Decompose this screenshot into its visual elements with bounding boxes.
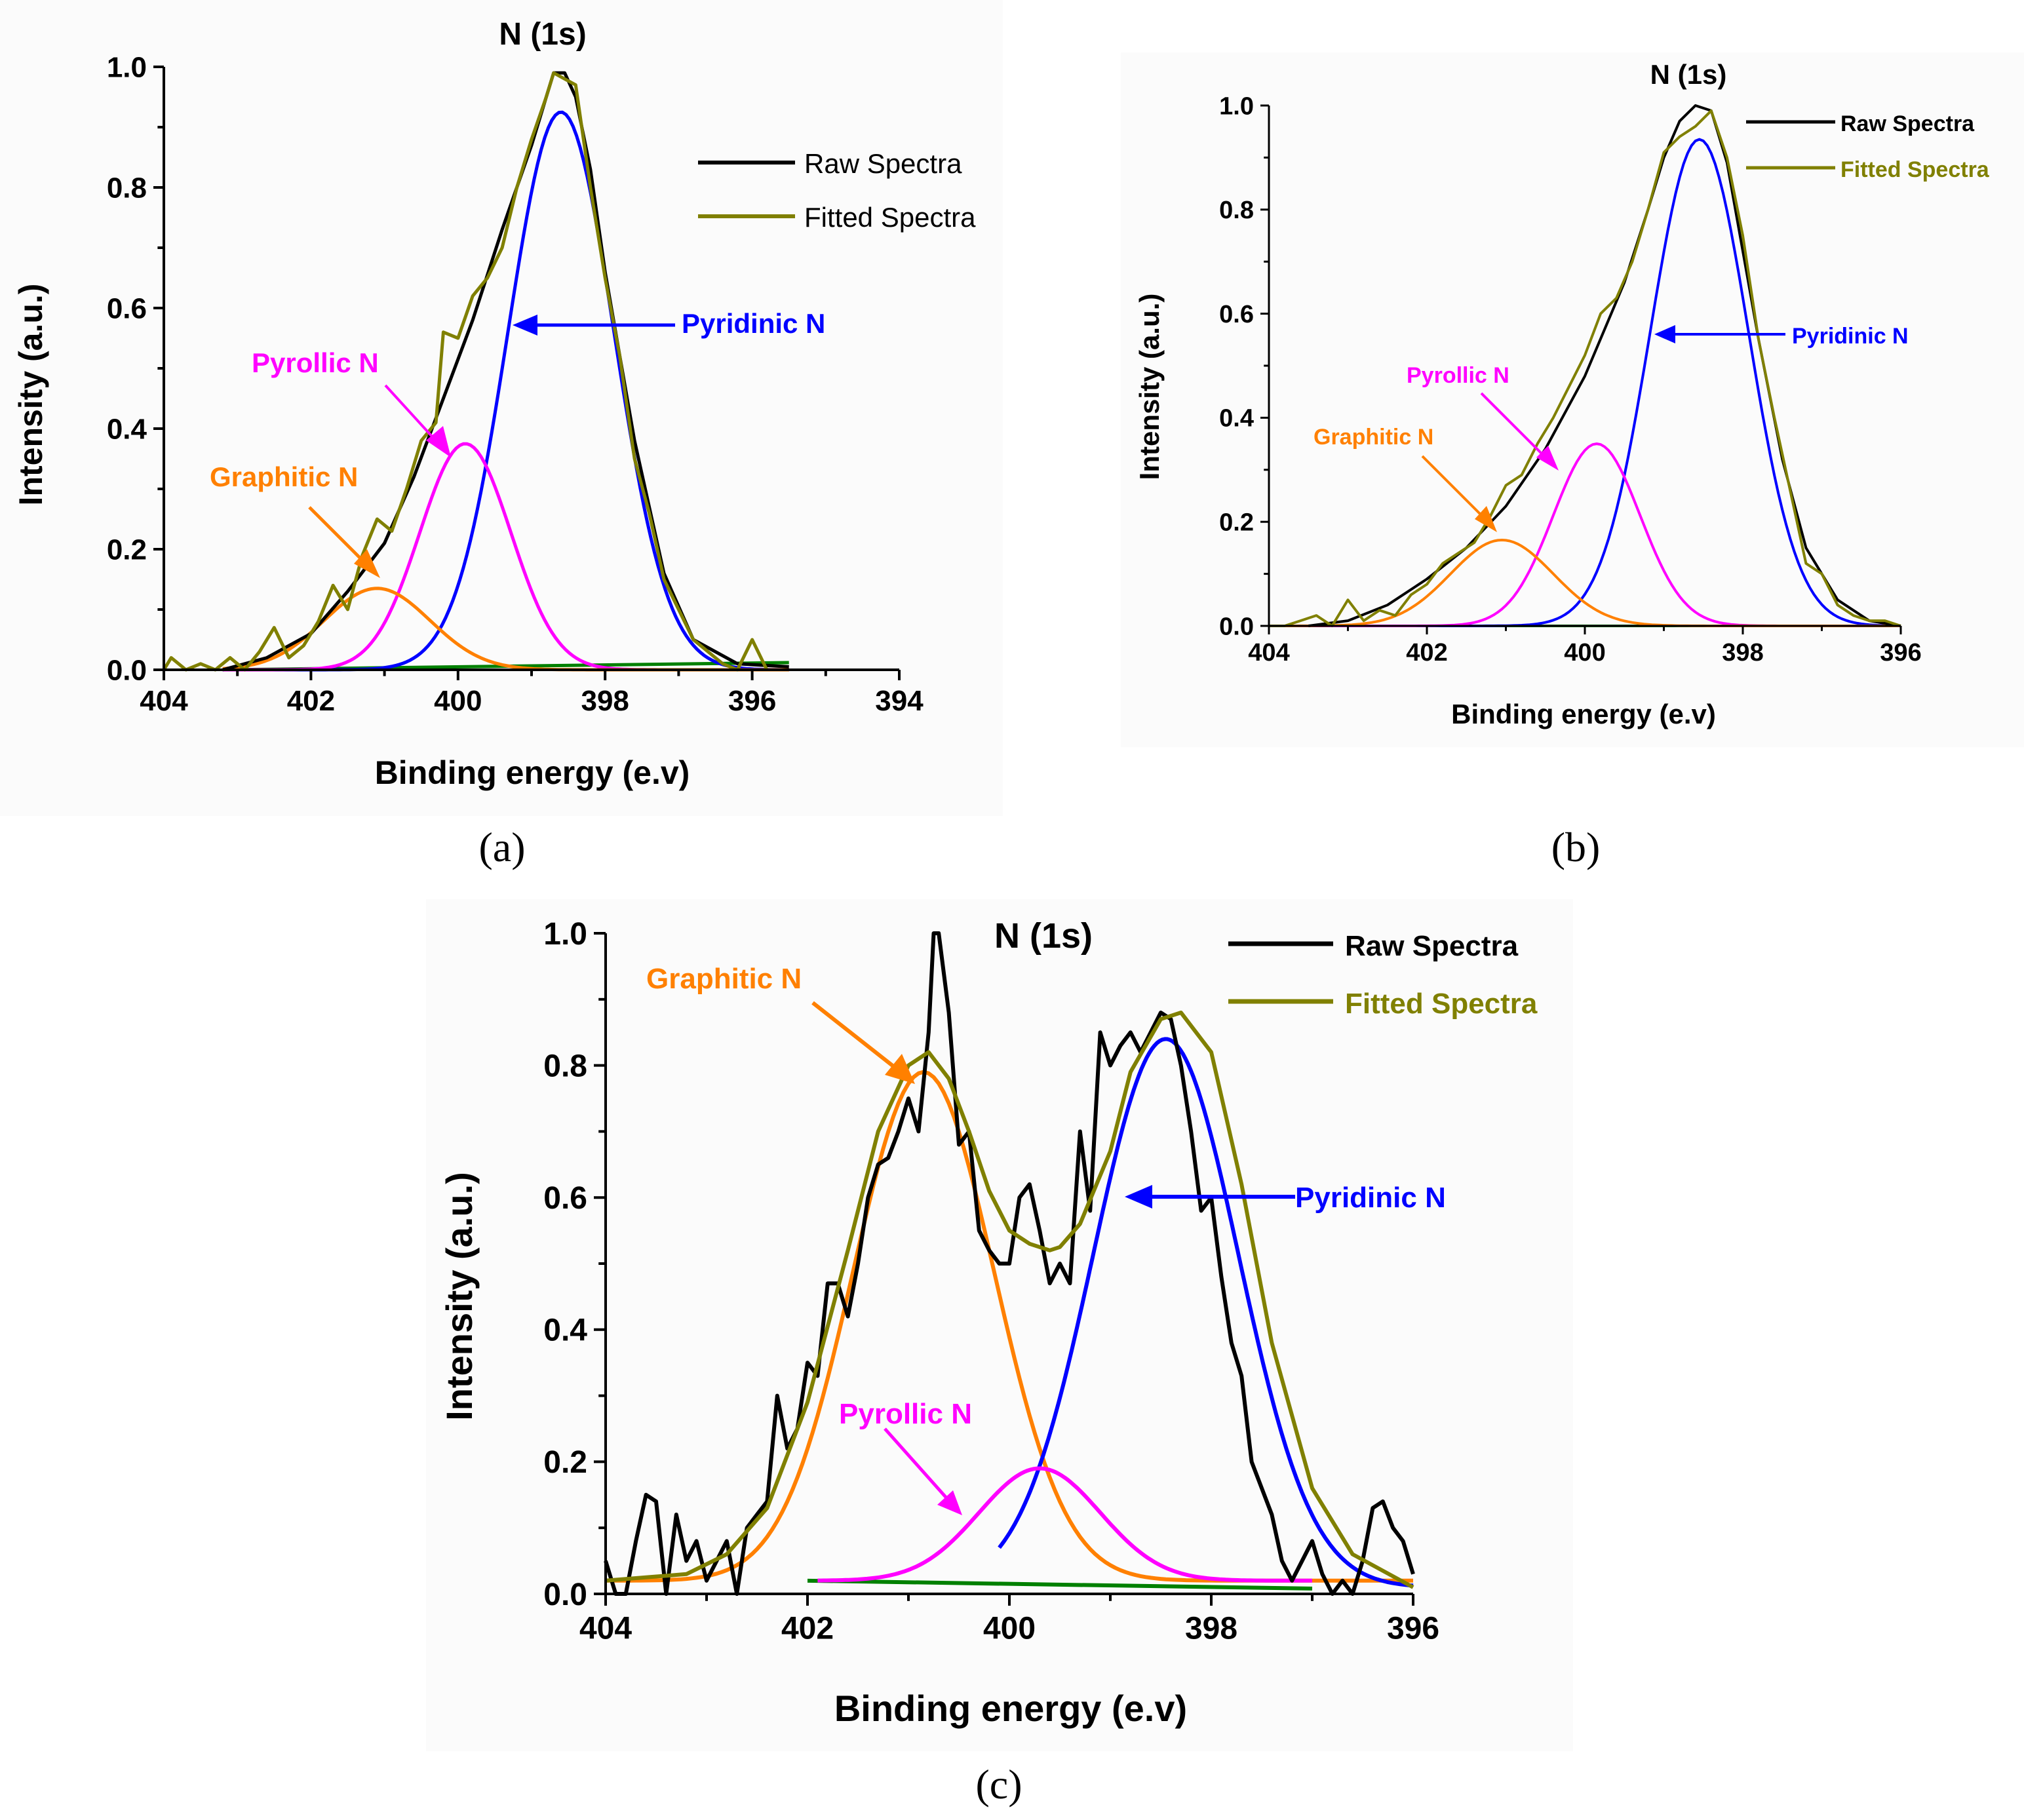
panel-a-ylabel: Intensity (a.u.) bbox=[12, 284, 49, 506]
raw-spectra-line bbox=[604, 931, 1415, 1596]
y-tick-label: 0.6 bbox=[543, 1181, 587, 1216]
pyrollic-label: Pyrollic N bbox=[1407, 363, 1509, 388]
pyridinic-n-peak bbox=[998, 1037, 1414, 1588]
y-tick-label: 0.0 bbox=[1219, 613, 1254, 640]
legend-fitted-label: Fitted Spectra bbox=[1345, 988, 1538, 1020]
x-tick-label: 400 bbox=[1564, 639, 1605, 667]
y-tick-label: 0.8 bbox=[543, 1049, 587, 1083]
panel-a-axes: 404 402 400 398 396 394 0.0 0.2 0.4 0.6 0.8 1.0 bbox=[107, 51, 924, 717]
x-tick-label: 398 bbox=[1722, 639, 1763, 667]
y-tick-label: 0.2 bbox=[543, 1445, 587, 1480]
panel-c-ylabel: Intensity (a.u.) bbox=[438, 1172, 480, 1421]
y-tick-label: 0.2 bbox=[107, 533, 147, 566]
pyrollic-arrow bbox=[384, 384, 442, 447]
caption-c: (c) bbox=[975, 1761, 1022, 1808]
panel-c-title: N (1s) bbox=[994, 916, 1093, 956]
pyridinic-arrowhead bbox=[1125, 1185, 1152, 1209]
caption-a: (a) bbox=[478, 824, 525, 870]
panel-b-annotations: Pyridinic N Pyrollic N Graphitic N bbox=[1314, 324, 1909, 532]
y-tick-label: 0.0 bbox=[107, 654, 147, 686]
pyrollic-arrow bbox=[884, 1427, 950, 1502]
y-tick-label: 0.4 bbox=[1219, 405, 1254, 433]
x-tick-label: 400 bbox=[983, 1611, 1036, 1646]
fitted-spectra-line bbox=[1269, 109, 1901, 627]
panel-c-plot bbox=[604, 931, 1415, 1596]
legend-fitted-label: Fitted Spectra bbox=[1840, 157, 1990, 182]
panel-c: 404 402 400 398 396 0.0 0.2 0.4 0.6 0.8 1.0 N (1s)… bbox=[426, 899, 1573, 1751]
x-tick-label: 396 bbox=[1880, 639, 1921, 667]
y-tick-label: 1.0 bbox=[107, 51, 147, 83]
panel-c-axes: 404 402 400 398 396 0.0 0.2 0.4 0.6 0.8 1.0 bbox=[543, 917, 1439, 1646]
fitted-spectra-line bbox=[162, 71, 769, 672]
y-tick-label: 0.8 bbox=[1219, 197, 1254, 224]
x-tick-label: 402 bbox=[1406, 639, 1447, 667]
panel-a-title: N (1s) bbox=[499, 17, 586, 52]
pyrollic-label: Pyrollic N bbox=[839, 1398, 972, 1430]
graphitic-arrowhead bbox=[354, 549, 380, 578]
legend-raw-label: Raw Spectra bbox=[1840, 111, 1975, 136]
fitted-spectra-line bbox=[605, 1011, 1414, 1589]
x-tick-label: 402 bbox=[287, 685, 335, 717]
pyrollic-n-peak bbox=[817, 1466, 1312, 1583]
y-tick-label: 0.6 bbox=[1219, 301, 1254, 328]
pyridinic-label: Pyridinic N bbox=[1792, 324, 1909, 349]
graphitic-label: Graphitic N bbox=[1314, 425, 1433, 450]
panel-b: 404 402 400 398 396 0.0 0.2 0.4 0.6 0.8 1.0 N (1s)… bbox=[1121, 52, 2024, 747]
y-tick-label: 0.4 bbox=[107, 413, 147, 445]
pyrollic-label: Pyrollic N bbox=[252, 347, 379, 378]
y-tick-label: 0.2 bbox=[1219, 509, 1254, 537]
panel-a-xlabel: Binding energy (e.v) bbox=[375, 754, 690, 791]
pyrollic-arrowhead bbox=[426, 426, 451, 457]
x-tick-label: 404 bbox=[140, 685, 188, 717]
panel-b-legend: Raw Spectra Fitted Spectra bbox=[1746, 111, 1990, 182]
panel-b-ylabel: Intensity (a.u.) bbox=[1134, 294, 1165, 480]
panel-a-legend: Raw Spectra Fitted Spectra bbox=[698, 148, 976, 233]
graphitic-arrowhead bbox=[1475, 506, 1497, 532]
y-tick-label: 1.0 bbox=[1219, 92, 1254, 120]
panel-c-background bbox=[426, 899, 1573, 1751]
pyrollic-arrow bbox=[1480, 392, 1548, 460]
pyridinic-arrowhead bbox=[1654, 325, 1675, 343]
baseline-line bbox=[807, 1578, 1313, 1591]
graphitic-arrow bbox=[811, 1001, 901, 1073]
panel-b-xlabel: Binding energy (e.v) bbox=[1451, 699, 1716, 729]
x-tick-label: 396 bbox=[728, 685, 776, 717]
pyridinic-label: Pyridinic N bbox=[1295, 1182, 1446, 1214]
panel-c-legend: Raw Spectra Fitted Spectra bbox=[1228, 930, 1538, 1020]
panel-a: 404 402 400 398 396 394 0.0 0.2 0.4 0.6 0.8 1.0 N (… bbox=[0, 0, 1003, 816]
legend-raw-label: Raw Spectra bbox=[1345, 930, 1519, 962]
legend-fitted-label: Fitted Spectra bbox=[804, 202, 976, 233]
panel-a-background bbox=[0, 0, 1003, 816]
x-tick-label: 396 bbox=[1387, 1611, 1439, 1646]
graphitic-label: Graphitic N bbox=[210, 461, 358, 492]
y-tick-label: 0.8 bbox=[107, 172, 147, 204]
panel-b-title: N (1s) bbox=[1650, 59, 1727, 90]
x-tick-label: 404 bbox=[1248, 639, 1289, 667]
y-tick-label: 0.6 bbox=[107, 292, 147, 324]
pyridinic-arrowhead bbox=[513, 315, 537, 336]
y-tick-label: 0.4 bbox=[543, 1313, 587, 1348]
panel-c-annotations: Graphitic N Pyridinic N Pyrollic N bbox=[646, 963, 1446, 1515]
panel-c-xlabel: Binding energy (e.v) bbox=[834, 1688, 1187, 1729]
graphitic-label: Graphitic N bbox=[646, 963, 802, 995]
caption-b: (b) bbox=[1551, 824, 1601, 870]
x-tick-label: 398 bbox=[1185, 1611, 1237, 1646]
y-tick-label: 1.0 bbox=[543, 917, 587, 952]
panel-b-axes: 404 402 400 398 396 0.0 0.2 0.4 0.6 0.8 1.0 bbox=[1219, 92, 1922, 667]
pyridinic-label: Pyridinic N bbox=[682, 308, 825, 339]
panel-a-annotations: Pyridinic N Pyrollic N Graphitic N bbox=[210, 308, 825, 578]
graphitic-arrow bbox=[1421, 455, 1487, 520]
pyrollic-arrowhead bbox=[1536, 446, 1559, 471]
graphitic-arrow bbox=[308, 506, 368, 566]
x-tick-label: 398 bbox=[581, 685, 629, 717]
legend-raw-label: Raw Spectra bbox=[804, 148, 962, 179]
x-tick-label: 404 bbox=[579, 1611, 632, 1646]
pyrollic-arrowhead bbox=[937, 1490, 962, 1515]
y-tick-label: 0.0 bbox=[543, 1578, 587, 1612]
x-tick-label: 402 bbox=[781, 1611, 834, 1646]
x-tick-label: 394 bbox=[875, 685, 924, 717]
graphitic-arrowhead bbox=[885, 1054, 915, 1084]
x-tick-label: 400 bbox=[434, 685, 482, 717]
